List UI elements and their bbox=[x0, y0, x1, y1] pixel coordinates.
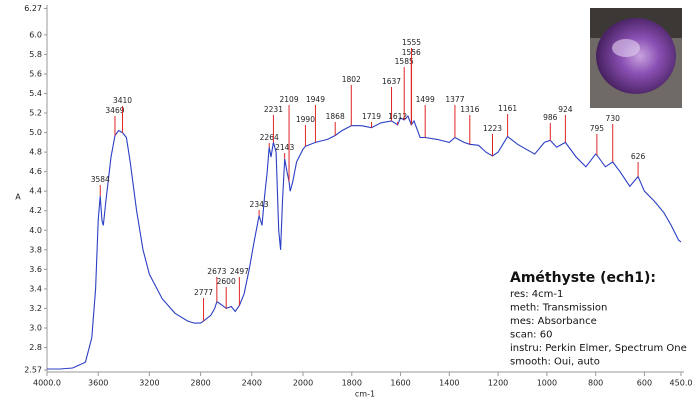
peak-label: 1868 bbox=[326, 112, 345, 121]
x-tick-label: 2400 bbox=[242, 379, 262, 388]
x-tick-label: 3600 bbox=[88, 379, 108, 388]
x-tick-label: 2000 bbox=[293, 379, 313, 388]
peak-label: 3469 bbox=[105, 106, 124, 115]
x-tick-label: 1800 bbox=[342, 379, 362, 388]
peak-label: 2777 bbox=[194, 288, 213, 297]
peak-label: 3584 bbox=[91, 175, 110, 184]
annotation-line: scan: 60 bbox=[510, 330, 552, 341]
peak-label: 2600 bbox=[217, 277, 236, 286]
y-tick-label: 5.0 bbox=[29, 128, 42, 137]
peak-label: 1161 bbox=[498, 104, 517, 113]
y-tick-label: 6.0 bbox=[29, 30, 42, 39]
x-tick-label: 800 bbox=[588, 379, 603, 388]
peak-label: 2343 bbox=[250, 200, 269, 209]
x-tick-label: 1400 bbox=[439, 379, 459, 388]
y-tick-label: 4.2 bbox=[29, 206, 42, 215]
y-tick-label: 4.8 bbox=[29, 148, 42, 157]
y-tick-label: 4.4 bbox=[29, 187, 42, 196]
peak-label: 1990 bbox=[296, 115, 315, 124]
peak-label: 2109 bbox=[280, 95, 299, 104]
peak-label: 2264 bbox=[260, 133, 279, 142]
x-tick-label: 600 bbox=[637, 379, 652, 388]
y-tick-label: 6.27 bbox=[24, 4, 42, 13]
y-tick-label: 5.4 bbox=[29, 89, 42, 98]
annotation-line: smooth: Oui, auto bbox=[510, 357, 600, 368]
y-tick-label: 3.8 bbox=[29, 245, 42, 254]
y-tick-label: 3.2 bbox=[29, 304, 42, 313]
y-tick-label: 4.6 bbox=[29, 167, 42, 176]
peak-label: 1802 bbox=[342, 75, 361, 84]
peak-label: 2143 bbox=[275, 143, 294, 152]
x-tick-label: 2800 bbox=[190, 379, 210, 388]
peak-label: 1555 bbox=[402, 38, 421, 47]
peak-label: 2673 bbox=[207, 267, 226, 276]
peak-label: 1223 bbox=[483, 124, 502, 133]
y-tick-label: 2.57 bbox=[24, 366, 42, 375]
peak-label: 1637 bbox=[382, 77, 401, 86]
y-axis-label: A bbox=[15, 193, 21, 202]
y-tick-label: 3.4 bbox=[29, 284, 42, 293]
peak-label: 2497 bbox=[230, 267, 249, 276]
gem-photo bbox=[590, 8, 682, 108]
peak-label: 1949 bbox=[306, 95, 325, 104]
annotation-title: Améthyste (ech1): bbox=[510, 270, 656, 286]
peak-label: 1316 bbox=[460, 105, 479, 114]
x-tick-label: 1200 bbox=[488, 379, 508, 388]
peak-label: 1585 bbox=[395, 57, 414, 66]
peak-label: 1719 bbox=[362, 112, 381, 121]
y-tick-label: 4.0 bbox=[29, 226, 42, 235]
x-tick-label: 1000 bbox=[537, 379, 557, 388]
peak-label: 795 bbox=[590, 124, 605, 133]
y-tick-label: 2.8 bbox=[29, 343, 42, 352]
y-tick-label: 5.6 bbox=[29, 69, 42, 78]
x-tick-label: 4000.0 bbox=[33, 379, 61, 388]
peak-label: 626 bbox=[631, 152, 646, 161]
x-tick-label: 450.0 bbox=[670, 379, 693, 388]
peak-label: 1499 bbox=[416, 95, 435, 104]
annotation-line: meth: Transmission bbox=[510, 303, 607, 314]
x-axis-label: cm-1 bbox=[355, 390, 375, 399]
peak-label: 1612 bbox=[388, 112, 407, 121]
annotation-line: mes: Absorbance bbox=[510, 316, 597, 327]
spectrum-line bbox=[47, 114, 682, 370]
y-tick-label: 5.2 bbox=[29, 109, 42, 118]
y-tick-label: 5.8 bbox=[29, 50, 42, 59]
peak-label: 3410 bbox=[113, 96, 132, 105]
y-tick-label: 3.6 bbox=[29, 265, 42, 274]
peak-label: 986 bbox=[543, 113, 558, 122]
annotation-line: instru: Perkin Elmer, Spectrum One bbox=[510, 343, 687, 354]
peak-label: 730 bbox=[606, 114, 621, 123]
peak-label: 924 bbox=[558, 105, 573, 114]
x-tick-label: 1600 bbox=[390, 379, 410, 388]
annotation-line: res: 4cm-1 bbox=[510, 289, 563, 300]
y-tick-label: 3.0 bbox=[29, 323, 42, 332]
peak-label: 1377 bbox=[445, 95, 464, 104]
peak-label: 2231 bbox=[264, 105, 283, 114]
x-tick-label: 3200 bbox=[139, 379, 159, 388]
